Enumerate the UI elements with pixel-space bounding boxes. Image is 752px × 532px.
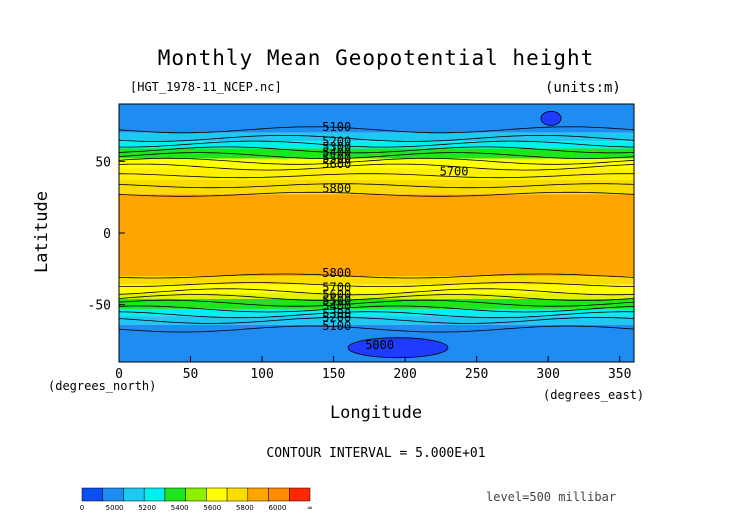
- colorbar-swatch-10: [289, 487, 311, 502]
- contour-line-0: [118, 126, 635, 134]
- contour-label-9: 5700: [322, 280, 351, 294]
- contour-label-14: 5200: [322, 311, 351, 325]
- x-tick-label-200: 200: [393, 367, 416, 382]
- contour-line-1: [118, 135, 635, 142]
- colorbar-swatch-3: [143, 487, 166, 502]
- x-tick-label-250: 250: [465, 367, 488, 382]
- contour-line-2: [119, 140, 635, 148]
- x-tick-label-50: 50: [183, 367, 199, 382]
- band-5850-7: [119, 194, 634, 276]
- contour-label-1: 5200: [322, 134, 351, 148]
- chart-title: Monthly Mean Geopotential height: [157, 46, 595, 70]
- band-5250-1: [119, 132, 634, 142]
- colorbar-label-3: 5400: [171, 504, 189, 512]
- x-axis-units: (degrees_east): [543, 388, 645, 402]
- contour-label-2: 5300: [322, 140, 351, 154]
- band-5550-4: [119, 158, 634, 169]
- contour-line-12: [118, 288, 635, 296]
- colorbar-label-7: ∞: [307, 504, 313, 512]
- units-label: (units:m): [545, 80, 621, 96]
- y-axis-units: (degrees_north): [48, 379, 157, 393]
- contour-line-4: [118, 152, 635, 159]
- colorbar-swatch-0: [81, 487, 103, 502]
- band-5350-12: [119, 308, 634, 317]
- y-tick-label-0: 0: [103, 227, 111, 242]
- contour-line-8: [118, 183, 635, 189]
- low-cell-0: [347, 337, 449, 359]
- band-5650-5: [119, 168, 634, 180]
- band-5450-3: [119, 148, 634, 159]
- contour-line-18: [118, 325, 635, 333]
- contour-label-15: 5100: [322, 319, 351, 333]
- colorbar-swatch-2: [123, 487, 145, 502]
- contour-label-16: 5000: [365, 338, 394, 352]
- contour-label-7: 5800: [322, 182, 351, 196]
- x-axis-label: Longitude: [329, 403, 423, 423]
- colorbar-swatch-9: [268, 487, 290, 502]
- level-text: level=500 millibar: [486, 490, 617, 504]
- contour-label-4: 5500: [322, 151, 351, 165]
- colorbar-swatch-8: [247, 487, 269, 502]
- y-tick-label-50: 50: [95, 155, 111, 170]
- contour-line-3: [118, 146, 635, 154]
- colorbar-swatch-7: [226, 487, 249, 502]
- x-tick-label-100: 100: [250, 367, 273, 382]
- contour-line-9: [118, 191, 635, 197]
- band-5750-8: [119, 276, 634, 285]
- band-5750-6: [119, 179, 634, 195]
- colorbar-label-5: 5800: [236, 504, 254, 512]
- colorbar-label-1: 5000: [106, 504, 124, 512]
- file-label: [HGT_1978-11_NCEP.nc]: [130, 80, 282, 94]
- colorbar-label-0: 0: [80, 504, 84, 512]
- band-5450-11: [119, 298, 634, 309]
- colorbar-label-2: 5200: [138, 504, 156, 512]
- contour-line-10: [118, 273, 635, 279]
- contour-interval-text: CONTOUR INTERVAL = 5.000E+01: [266, 446, 486, 461]
- band-5250-13: [119, 316, 634, 325]
- colorbar-label-4: 5600: [203, 504, 221, 512]
- contour-line-17: [118, 317, 635, 324]
- contour-label-3: 5400: [322, 146, 351, 160]
- colorbar-swatch-5: [185, 487, 207, 502]
- contour-line-7: [118, 173, 634, 179]
- colorbar-swatch-4: [164, 487, 186, 502]
- contour-label-5: 5600: [322, 157, 351, 171]
- contour-line-6: [118, 163, 635, 171]
- contour-line-16: [118, 311, 635, 319]
- colorbar-swatch-1: [102, 487, 124, 502]
- contour-label-13: 5300: [322, 306, 351, 320]
- contour-line-14: [118, 299, 635, 307]
- contour-label-11: 5500: [322, 293, 351, 307]
- contour-line-13: [118, 294, 635, 301]
- contour-label-6: 5700: [440, 164, 469, 178]
- contour-line-15: [118, 305, 635, 313]
- x-tick-label-150: 150: [322, 367, 345, 382]
- contour-line-11: [119, 282, 635, 287]
- contour-label-10: 5600: [322, 288, 351, 302]
- colorbar-label-6: 6000: [269, 504, 287, 512]
- band-5350-2: [119, 141, 634, 149]
- contour-label-8: 5800: [322, 266, 351, 280]
- x-tick-label-0: 0: [115, 367, 123, 382]
- low-cell-1: [540, 110, 562, 126]
- band-5550-10: [119, 293, 634, 299]
- band-5650-9: [119, 284, 634, 294]
- contour-label-12: 5400: [322, 299, 351, 313]
- contour-label-0: 5100: [322, 120, 351, 134]
- x-tick-label-350: 350: [608, 367, 631, 382]
- y-tick-label--50: -50: [88, 299, 111, 314]
- colorbar-swatch-6: [206, 487, 228, 502]
- x-tick-label-300: 300: [536, 367, 559, 382]
- contour-line-5: [118, 157, 635, 165]
